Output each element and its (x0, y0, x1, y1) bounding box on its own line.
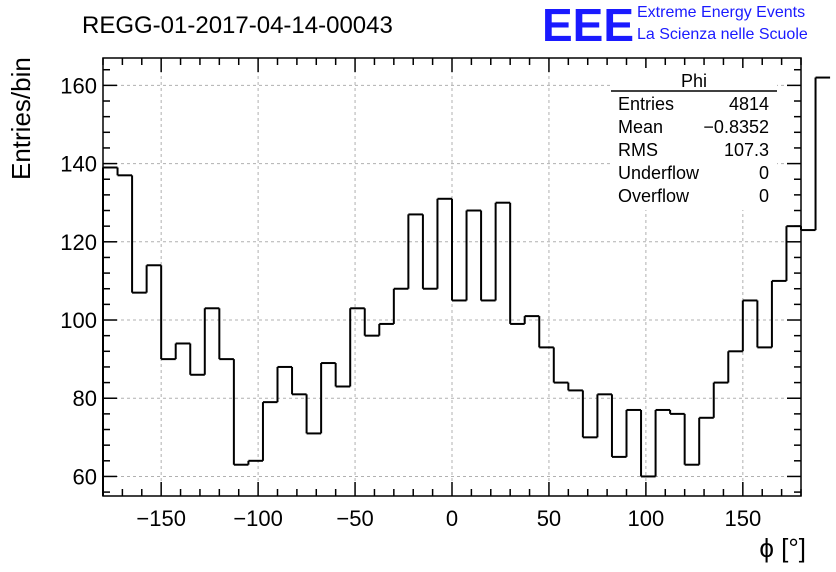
histogram-bin (625, 408, 642, 457)
stats-row-underflow: Underflow 0 (618, 163, 769, 183)
stats-label: Mean (618, 117, 663, 137)
chart-title: REGG-01-2017-04-14-00043 (82, 12, 393, 39)
histogram-bin (131, 175, 147, 294)
histogram-bin (610, 394, 627, 458)
stats-label: Underflow (618, 163, 700, 183)
histogram-bin (480, 210, 496, 302)
histogram-bin (189, 343, 205, 376)
x-tick-label: 150 (724, 506, 761, 531)
x-tick-label: −150 (136, 506, 186, 531)
y-tick-label: 80 (73, 386, 97, 411)
x-axis-title: ϕ [°] (759, 533, 806, 563)
x-tick-label: 0 (446, 506, 458, 531)
stats-label: Overflow (618, 186, 690, 206)
histogram-bin (291, 366, 307, 396)
stats-row-entries: Entries 4814 (618, 94, 769, 114)
y-tick-label: 60 (73, 464, 97, 489)
statistics-box: Phi Entries 4814 Mean −0.8352 RMS 107.3 … (611, 68, 777, 210)
histogram-bin (451, 198, 467, 302)
tick-labels: −150 −100 −50 0 50 100 150 60 80 100 120 140 160 (60, 73, 761, 531)
x-tick-label: 100 (628, 506, 665, 531)
stats-value: 0 (759, 186, 769, 206)
stats-value: 107.3 (724, 140, 769, 160)
histogram-bin (421, 214, 438, 290)
stats-row-mean: Mean −0.8352 (618, 117, 769, 137)
stats-value: −0.8352 (703, 117, 769, 137)
x-tick-label: −100 (233, 506, 283, 531)
stats-title: Phi (681, 71, 707, 91)
histogram-bin (465, 209, 482, 301)
histogram-bin (596, 393, 612, 438)
stats-value: 0 (759, 163, 769, 183)
histogram-bin (160, 265, 176, 361)
histogram-bin (349, 307, 365, 387)
histogram-bin (640, 409, 656, 478)
stats-label: Entries (618, 94, 674, 114)
y-axis-title: Entries/bin (6, 57, 36, 180)
x-tick-label: 50 (537, 506, 561, 531)
stats-value: 4814 (729, 94, 769, 114)
logo-line-1: Extreme Energy Events (637, 4, 805, 21)
histogram-bin (567, 382, 583, 392)
axis-ticks (102, 58, 802, 496)
stats-row-overflow: Overflow 0 (618, 186, 769, 206)
histogram-bin (494, 201, 511, 301)
histogram-bin (581, 390, 598, 439)
histogram-bin (407, 213, 423, 289)
x-tick-label: −50 (336, 506, 373, 531)
histogram-bin (552, 347, 569, 384)
histogram-bin (741, 299, 758, 352)
histogram-bin (669, 409, 685, 415)
histogram-bin (654, 408, 671, 477)
histogram-bin (436, 197, 452, 289)
histogram-bin (378, 322, 394, 336)
histogram-bin (756, 300, 772, 349)
histogram-bin (218, 308, 234, 361)
histogram-bin (392, 287, 409, 324)
y-tick-label: 120 (60, 230, 97, 255)
histogram-bin (261, 401, 278, 461)
histogram-bin (683, 413, 700, 466)
histogram-bin (509, 202, 525, 325)
histogram-bin (538, 316, 554, 349)
histogram-bin (145, 264, 162, 293)
histogram-bin (523, 315, 540, 324)
histogram-bin (698, 416, 714, 465)
stats-row-rms: RMS 107.3 (618, 140, 769, 160)
histogram-bin (116, 167, 133, 177)
histogram-bin (203, 307, 220, 375)
y-tick-label: 100 (60, 308, 97, 333)
histogram-bin (305, 394, 322, 435)
histogram-bin (232, 359, 249, 466)
y-tick-label: 140 (60, 152, 97, 177)
eee-logo-mark: EEE (542, 0, 634, 51)
histogram-bin (770, 279, 787, 348)
histogram-bin (363, 308, 380, 337)
y-tick-label: 160 (60, 73, 97, 98)
histogram-bin (174, 342, 191, 360)
logo-line-2: La Scienza nelle Scuole (637, 26, 808, 43)
stats-label: RMS (618, 140, 658, 160)
histogram-bin (727, 350, 743, 383)
histogram-bin (814, 76, 831, 231)
histogram-bin (334, 363, 351, 388)
histogram-bin (320, 362, 336, 434)
histogram-bin (712, 381, 729, 418)
histogram-bin (276, 365, 293, 403)
histogram-bin (247, 459, 263, 465)
